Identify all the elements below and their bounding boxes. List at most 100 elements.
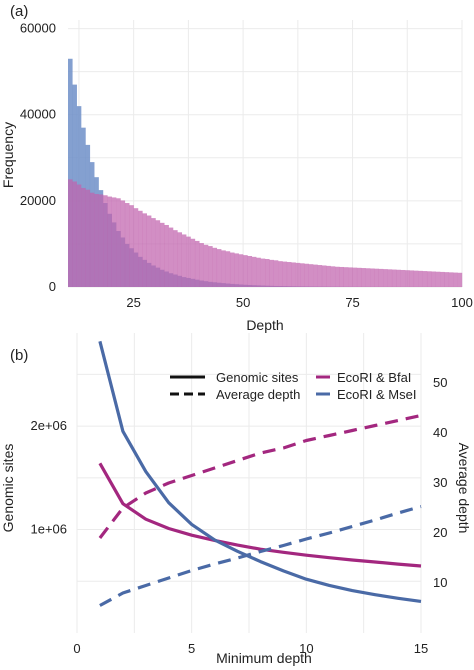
histogram-bar: [85, 189, 91, 287]
histogram-bar: [370, 268, 375, 287]
histogram-bar: [295, 262, 301, 287]
line-y-tick-label-right: 40: [433, 425, 447, 440]
histogram-bar: [103, 195, 108, 287]
histogram-bar: [405, 270, 410, 287]
histogram-bar: [291, 262, 296, 287]
histogram-bar: [374, 268, 380, 287]
histogram-bar: [321, 265, 327, 287]
histogram-bar: [133, 208, 139, 287]
histogram-bar: [313, 264, 318, 287]
line-x-axis-label: Minimum depth: [216, 650, 312, 666]
histogram-bar: [203, 244, 209, 287]
histogram-bar: [273, 260, 279, 287]
histogram-bar: [431, 271, 436, 287]
histogram-bar: [453, 272, 458, 287]
histogram-bar: [155, 220, 161, 287]
histogram-bar: [365, 268, 371, 287]
histogram-gridlines: [68, 20, 463, 288]
histogram-bar: [212, 247, 218, 287]
histogram-bar: [243, 255, 248, 287]
histogram-bar: [138, 210, 143, 287]
histogram-bar: [89, 192, 95, 287]
line-x-tick-label: 0: [73, 641, 80, 656]
legend-label-genomic-sites: Genomic sites: [216, 370, 299, 385]
histogram-bar: [234, 253, 239, 287]
histogram-bar: [116, 198, 121, 287]
panel-label-a: (a): [10, 3, 28, 20]
line-y-tick-label-right: 50: [433, 375, 447, 390]
histogram-y-axis-label: Frequency: [0, 122, 16, 188]
histogram-bar: [199, 243, 204, 287]
line-y-axis-label-right: Average depth: [456, 443, 472, 534]
histogram-y-tick-label: 40000: [20, 107, 56, 122]
histogram-x-tick-label: 100: [451, 295, 473, 310]
histogram-bar: [339, 266, 344, 287]
histogram-y-tick-label: 60000: [20, 21, 56, 36]
panel-label-b: (b): [10, 347, 28, 364]
histogram-bar: [413, 270, 419, 287]
histogram-bar: [251, 256, 257, 287]
histogram-bar: [440, 271, 445, 287]
histogram-bar: [426, 271, 432, 287]
histogram-bar: [94, 193, 99, 287]
histogram-bar: [326, 265, 331, 287]
histogram-bar: [300, 263, 305, 287]
histogram-bar: [282, 261, 288, 287]
histogram-bar: [308, 264, 314, 287]
line-x-tick-label: 5: [188, 641, 195, 656]
histogram-y-tick-label: 20000: [20, 193, 56, 208]
histogram-bar: [343, 267, 349, 287]
histogram-bar: [269, 259, 274, 287]
histogram-bar: [457, 272, 463, 287]
series-line: [98, 413, 422, 539]
line-y-tick-label-left: 1e+06: [30, 522, 67, 537]
histogram-bar: [444, 272, 450, 287]
histogram-bar: [111, 197, 117, 287]
histogram-bar: [173, 230, 178, 287]
histogram-bar: [72, 181, 77, 287]
histogram-bar: [146, 215, 152, 287]
histogram-bar: [352, 267, 358, 287]
histogram-bar: [129, 205, 134, 287]
histogram-bar: [396, 269, 401, 287]
histogram-bar: [304, 263, 309, 287]
histogram-bar: [317, 265, 323, 287]
line-y-tick-label-right: 30: [433, 475, 447, 490]
histogram-x-tick-label: 25: [126, 295, 140, 310]
histogram-bar: [378, 268, 384, 287]
histogram-bar: [278, 261, 283, 287]
histogram-bar: [391, 269, 397, 287]
histogram-bar: [216, 249, 222, 287]
histogram-bar: [356, 267, 362, 287]
histogram-x-axis-label: Depth: [246, 317, 283, 333]
histogram-bar: [68, 58, 73, 288]
legend-label-ecori-msei: EcoRI & MseI: [337, 387, 416, 402]
line-y-tick-label-left: 2e+06: [30, 418, 67, 433]
histogram-bar: [435, 271, 441, 287]
line-gridlines: [76, 333, 422, 633]
histogram-bar: [194, 240, 200, 287]
histogram-bar: [120, 200, 126, 287]
line-x-tick-label: 15: [414, 641, 428, 656]
histogram-bar: [81, 187, 86, 287]
histogram-series-pink: [68, 179, 463, 287]
line-x-tick-label: 10: [299, 641, 313, 656]
histogram-bar: [238, 254, 244, 287]
histogram-bar: [124, 203, 130, 287]
histogram-bar: [107, 196, 112, 287]
line-panel: (b) 0 5 10 15 1e+06 2e+06 10 20 30 40 50 Genomic s…: [0, 333, 472, 666]
histogram-bar: [361, 268, 366, 287]
line-y-axis-label-left: Genomic sites: [0, 444, 16, 533]
histogram-bar: [221, 250, 226, 287]
legend: Genomic sites Average depth EcoRI & BfaI…: [170, 370, 416, 402]
histogram-bar: [164, 224, 169, 287]
series-line: [98, 462, 422, 568]
histogram-bar: [387, 269, 393, 287]
histogram-bar: [409, 270, 415, 287]
histogram-bar: [448, 272, 454, 287]
histogram-bar: [142, 213, 147, 287]
histogram-bar: [383, 269, 388, 287]
histogram-bar: [247, 255, 253, 287]
histogram-bar: [348, 267, 353, 287]
